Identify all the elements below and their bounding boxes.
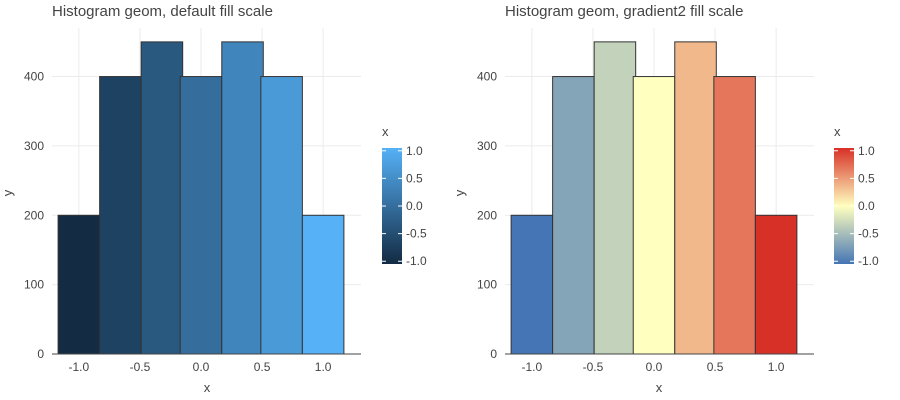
y-tick-label: 400 xyxy=(24,70,44,84)
x-tick-label: 0.0 xyxy=(646,360,663,374)
histogram-bar xyxy=(754,214,798,355)
legend-label: -0.5 xyxy=(406,227,427,241)
x-tick-label: 1.0 xyxy=(768,360,785,374)
y-tick-label: 400 xyxy=(477,70,497,84)
y-tick-label: 200 xyxy=(477,208,497,222)
x-tick-labels: -1.0 -0.5 0.0 0.5 1.0 xyxy=(69,360,332,374)
legend-ticks: 1.0 0.5 0.0 -0.5 -1.0 xyxy=(382,144,427,268)
histogram-bar xyxy=(140,41,184,355)
x-tick-label: 1.0 xyxy=(315,360,332,374)
y-tick-label: 300 xyxy=(477,139,497,153)
histogram-bar xyxy=(221,41,264,355)
y-tick-label: 0 xyxy=(490,347,497,361)
x-tick-label: 0.0 xyxy=(193,360,210,374)
y-tick-label: 0 xyxy=(37,347,44,361)
histogram-bar xyxy=(713,76,756,355)
panel-default-fill: Histogram geom, default fill scale 0 100 2… xyxy=(0,3,427,395)
y-tick-label: 100 xyxy=(477,278,497,292)
panel-gradient2-fill: Histogram geom, gradient2 fill scale 0 10… xyxy=(452,3,879,395)
legend-label: 0.0 xyxy=(406,199,423,213)
y-tick-labels: 0 100 200 300 400 xyxy=(24,70,44,361)
legend-label: -0.5 xyxy=(858,227,879,241)
histogram-bar xyxy=(260,76,303,355)
y-tick-label: 100 xyxy=(24,278,44,292)
legend-label: 1.0 xyxy=(406,144,423,158)
color-legend: x 1.0 0.5 0.0 -0.5 -1.0 xyxy=(834,124,879,268)
histogram-bar xyxy=(179,76,223,355)
x-tick-label: -0.5 xyxy=(583,360,604,374)
x-tick-label: -1.0 xyxy=(522,360,543,374)
histogram-bar xyxy=(99,76,142,355)
color-legend: x 1.0 0.5 0.0 -0.5 -1.0 xyxy=(382,124,427,268)
legend-label: -1.0 xyxy=(858,254,879,268)
legend-title: x xyxy=(834,124,841,139)
legend-label: 0.5 xyxy=(858,171,875,185)
legend-colorbar xyxy=(834,148,854,264)
x-tick-label: 0.5 xyxy=(707,360,724,374)
y-tick-label: 200 xyxy=(24,208,44,222)
legend-label: 0.0 xyxy=(858,199,875,213)
chart-title: Histogram geom, default fill scale xyxy=(52,3,273,20)
x-tick-label: 0.5 xyxy=(254,360,271,374)
y-tick-labels: 0 100 200 300 400 xyxy=(477,70,497,361)
histogram-bar xyxy=(593,41,637,355)
y-axis-title: y xyxy=(452,189,467,196)
histogram-bar xyxy=(552,76,595,355)
legend-label: 0.5 xyxy=(406,171,423,185)
legend-label: 1.0 xyxy=(858,144,875,158)
legend-ticks: 1.0 0.5 0.0 -0.5 -1.0 xyxy=(834,144,879,268)
legend-label: -1.0 xyxy=(406,254,427,268)
histogram-bar xyxy=(632,76,676,355)
bars xyxy=(57,41,345,355)
legend-colorbar xyxy=(382,148,402,264)
x-tick-label: -1.0 xyxy=(69,360,90,374)
x-tick-label: -0.5 xyxy=(130,360,151,374)
histogram-bar xyxy=(301,214,345,355)
histogram-bar xyxy=(57,214,101,355)
legend-title: x xyxy=(382,124,389,139)
x-tick-labels: -1.0 -0.5 0.0 0.5 1.0 xyxy=(522,360,785,374)
y-tick-label: 300 xyxy=(24,139,44,153)
chart-title: Histogram geom, gradient2 fill scale xyxy=(505,3,743,20)
histogram-bar xyxy=(510,214,554,355)
x-axis-title: x xyxy=(204,380,211,395)
y-axis-title: y xyxy=(0,189,15,196)
bars xyxy=(510,41,798,355)
histogram-bar xyxy=(674,41,717,355)
x-axis-title: x xyxy=(656,380,663,395)
